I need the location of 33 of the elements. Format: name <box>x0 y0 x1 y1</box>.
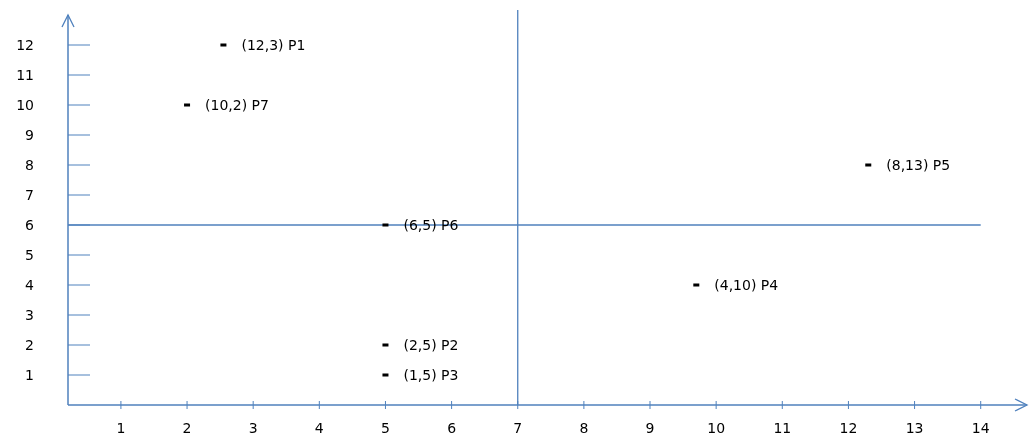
y-tick-label: 8 <box>25 157 34 173</box>
y-tick-label: 10 <box>16 97 34 113</box>
x-tick-label: 12 <box>839 420 858 436</box>
x-tick-label: 8 <box>579 420 589 436</box>
y-tick-label: 2 <box>25 337 34 353</box>
y-tick-label: 5 <box>25 247 34 263</box>
annotation: (10,2) P7 <box>205 97 269 113</box>
x-tick-label: 4 <box>314 420 324 436</box>
x-tick-label: 6 <box>447 420 457 436</box>
y-tick-label: 1 <box>25 367 34 383</box>
x-tick-label: 9 <box>645 420 655 436</box>
y-tick-label: 9 <box>25 127 34 143</box>
y-tick-label: 12 <box>16 37 34 53</box>
annotation: (1,5) P3 <box>403 367 459 383</box>
annotation: (6,5) P6 <box>403 217 459 233</box>
x-tick-label: 5 <box>381 420 390 436</box>
y-tick-label: 6 <box>25 217 35 233</box>
x-tick-label: 10 <box>707 420 726 436</box>
annotation: (2,5) P2 <box>403 337 459 353</box>
x-tick-label: 3 <box>248 420 258 436</box>
annotation: (4,10) P4 <box>714 277 779 293</box>
y-tick-label: 7 <box>25 187 34 203</box>
annotation: (12,3) P1 <box>241 37 306 53</box>
annotation: (8,13) P5 <box>886 157 951 173</box>
x-tick-label: 1 <box>116 420 126 436</box>
x-tick-label: 2 <box>182 420 192 436</box>
x-tick-label: 13 <box>905 420 924 436</box>
y-tick-label: 3 <box>25 307 34 323</box>
x-tick-label: 14 <box>971 420 990 436</box>
y-tick-label: 4 <box>25 277 35 293</box>
x-tick-label: 7 <box>513 420 523 436</box>
x-tick-label: 11 <box>773 420 792 436</box>
y-tick-label: 11 <box>16 67 34 83</box>
